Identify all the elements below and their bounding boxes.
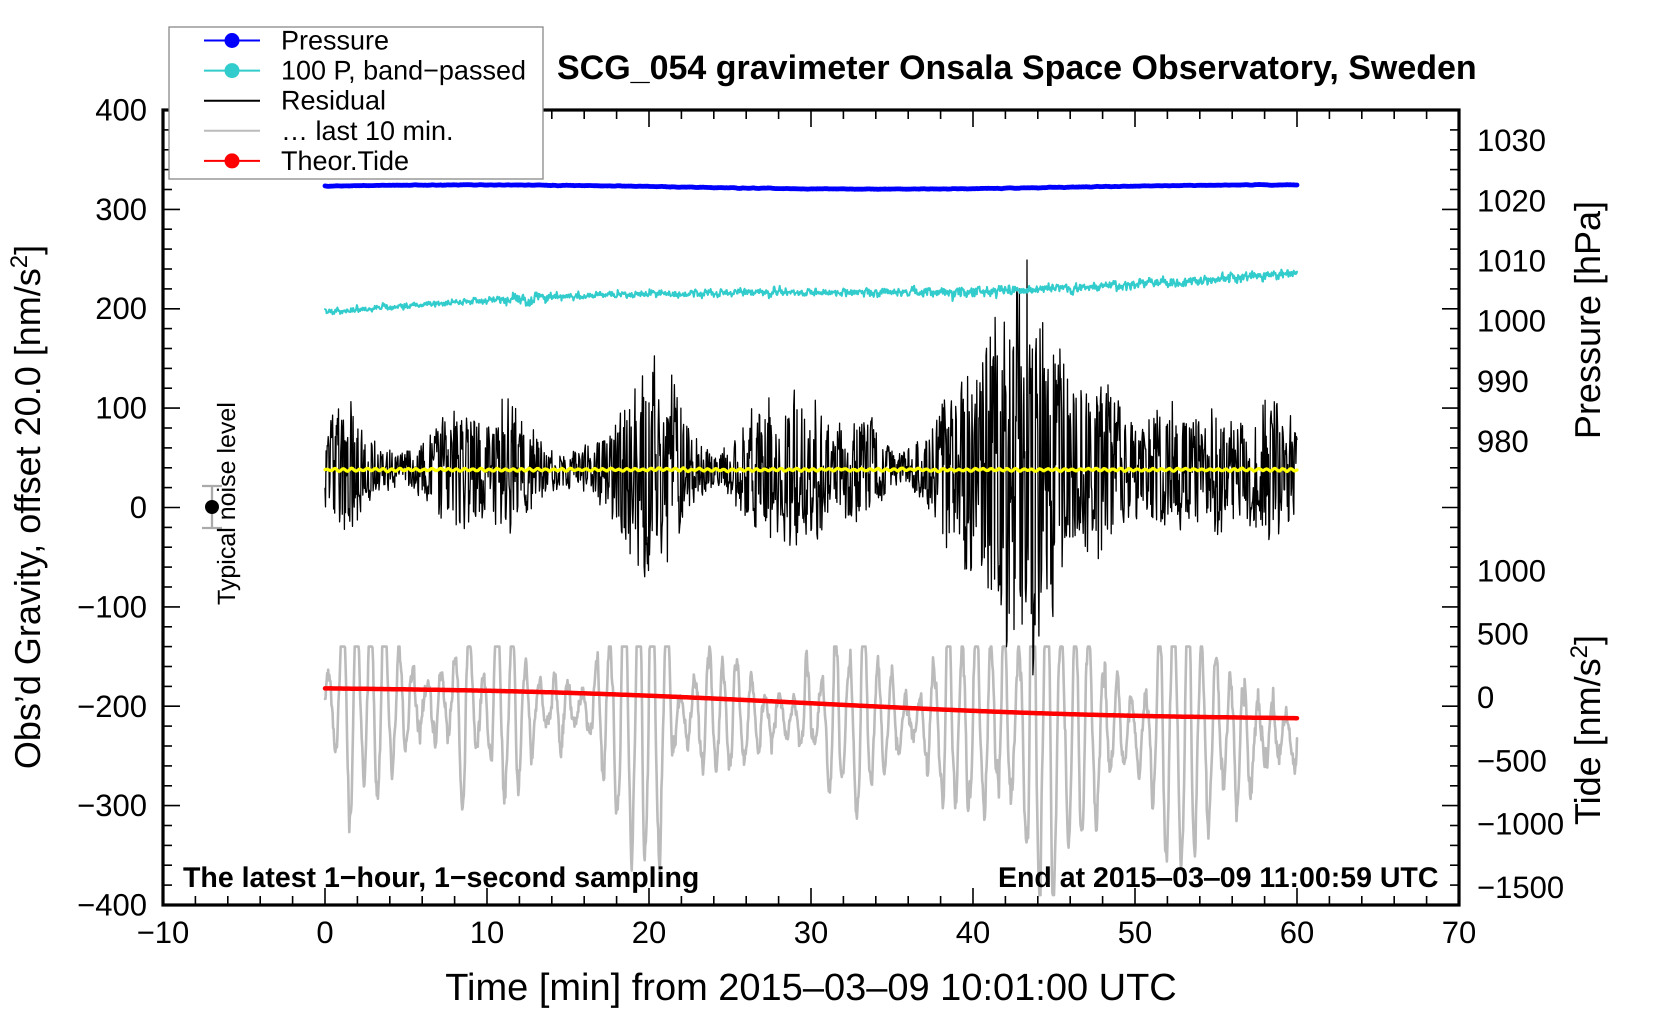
svg-text:200: 200: [95, 291, 147, 326]
svg-text:60: 60: [1280, 915, 1314, 950]
svg-text:1000: 1000: [1477, 304, 1546, 339]
svg-text:0: 0: [130, 490, 147, 525]
svg-text:100: 100: [95, 391, 147, 426]
svg-text:The latest 1−hour, 1−second sa: The latest 1−hour, 1−second sampling: [183, 862, 699, 894]
svg-text:−300: −300: [77, 788, 147, 823]
svg-text:1030: 1030: [1477, 123, 1546, 158]
svg-text:10: 10: [470, 915, 504, 950]
svg-text:−400: −400: [77, 888, 147, 923]
svg-text:Pressure: Pressure: [281, 26, 389, 56]
svg-text:0: 0: [316, 915, 333, 950]
svg-text:Tide [nm/s2]: Tide [nm/s2]: [1566, 635, 1609, 825]
svg-text:−1000: −1000: [1477, 807, 1564, 842]
svg-text:30: 30: [794, 915, 828, 950]
svg-text:500: 500: [1477, 617, 1529, 652]
svg-text:400: 400: [95, 93, 147, 128]
svg-text:0: 0: [1477, 680, 1494, 715]
svg-text:Obs’d Gravity, offset 20.0 [nm: Obs’d Gravity, offset 20.0 [nm/s2]: [6, 245, 49, 769]
svg-text:SCG_054 gravimeter Onsala Spac: SCG_054 gravimeter Onsala Space Observat…: [557, 49, 1477, 87]
svg-text:20: 20: [632, 915, 666, 950]
svg-text:−200: −200: [77, 689, 147, 724]
svg-text:−500: −500: [1477, 743, 1547, 778]
svg-text:990: 990: [1477, 364, 1529, 399]
svg-text:Typical noise level: Typical noise level: [213, 402, 241, 605]
svg-text:−100: −100: [77, 589, 147, 624]
svg-text:1000: 1000: [1477, 553, 1546, 588]
svg-text:Pressure [hPa]: Pressure [hPa]: [1567, 201, 1608, 439]
svg-text:−1500: −1500: [1477, 870, 1564, 905]
svg-text:300: 300: [95, 192, 147, 227]
svg-text:980: 980: [1477, 424, 1529, 459]
svg-text:100 P, band−passed: 100 P, band−passed: [281, 56, 526, 86]
svg-text:Time [min] from 2015‒03‒09 10:: Time [min] from 2015‒03‒09 10:01:00 UTC: [445, 967, 1177, 1009]
svg-text:End at 2015‒03‒09 11:00:59 UTC: End at 2015‒03‒09 11:00:59 UTC: [998, 862, 1438, 894]
svg-text:1010: 1010: [1477, 244, 1546, 279]
svg-text:Theor.Tide: Theor.Tide: [281, 146, 409, 176]
svg-text:… last 10 min.: … last 10 min.: [281, 116, 454, 146]
svg-text:1020: 1020: [1477, 183, 1546, 218]
svg-text:70: 70: [1442, 915, 1476, 950]
svg-text:Residual: Residual: [281, 86, 386, 116]
svg-text:40: 40: [956, 915, 990, 950]
svg-text:50: 50: [1118, 915, 1152, 950]
